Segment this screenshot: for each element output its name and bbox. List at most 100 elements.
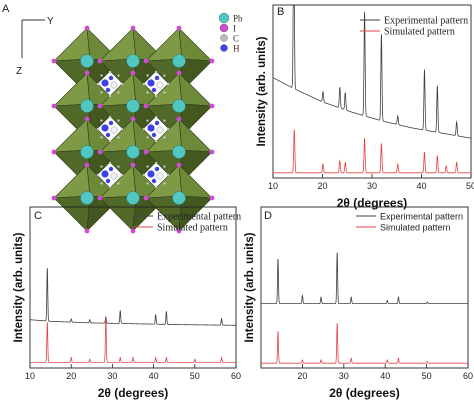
legend-label: Simulated pattern: [384, 27, 455, 38]
pb-atom: [126, 99, 140, 113]
i-atom: [97, 58, 103, 64]
y-axis-label: Intensity (arb. units): [244, 232, 256, 342]
pb-atom: [80, 191, 94, 205]
plot-frame: [29, 206, 237, 369]
axis-y-label: Y: [47, 16, 54, 27]
i-atom: [84, 162, 90, 168]
pb-atom: [172, 191, 186, 205]
x-tick-label: 20: [66, 371, 76, 381]
y-axis-label: Intensity (arb. units): [13, 232, 25, 342]
x-tick-label: 40: [149, 371, 159, 381]
panel-d-chart: D 20 30 40 50 60 2θ (degrees) Intensity (arb. …: [244, 206, 473, 400]
pb-atom: [172, 99, 186, 113]
n-atom: [147, 124, 155, 132]
i-atom: [143, 103, 149, 109]
x-tick-label: 40: [380, 371, 390, 381]
i-atom: [130, 25, 136, 31]
legend-atom-label: H: [233, 44, 240, 54]
i-atom: [176, 116, 182, 122]
i-atom: [176, 25, 182, 31]
i-atom: [84, 70, 90, 76]
legend-atom-icon: [220, 34, 228, 42]
x-tick-label: 50: [466, 181, 474, 191]
molecules-layer: [96, 70, 170, 189]
series-line: [261, 252, 468, 304]
c-atom: [110, 172, 118, 180]
octahedra-layer: [51, 25, 215, 234]
n-atom: [101, 170, 109, 178]
legend-atom-icon: [220, 44, 228, 52]
i-atom: [143, 149, 149, 155]
ma-molecule: [142, 161, 170, 189]
x-tick-label: 30: [339, 371, 349, 381]
axis-z-label: Z: [16, 66, 22, 77]
y-axis-label: Intensity (arb. units): [256, 36, 268, 146]
n-atom: [147, 79, 155, 87]
series-line: [29, 268, 236, 326]
n-atom: [147, 170, 155, 178]
panel-c-label: C: [34, 210, 42, 222]
pb-atom: [80, 145, 94, 159]
i-atom: [143, 58, 149, 64]
legend-label: Experimental pattern: [384, 16, 468, 27]
i-atom: [176, 70, 182, 76]
pb-atom: [172, 54, 186, 68]
x-tick-label: 30: [367, 181, 377, 191]
i-atom: [209, 58, 215, 64]
x-tick-label: 50: [422, 371, 432, 381]
c-atom: [156, 81, 164, 89]
i-atom: [130, 228, 136, 234]
legend-atom-icon: [219, 23, 229, 33]
i-atom: [176, 228, 182, 234]
ma-molecule: [96, 161, 124, 189]
x-axis-label: 2θ (degrees): [98, 386, 169, 400]
legend-label: Simulated pattern: [157, 223, 228, 234]
i-atom: [176, 162, 182, 168]
i-atom: [130, 116, 136, 122]
x-axis-label: 2θ (degrees): [329, 386, 400, 400]
panel-c-chart: C 10 20 30 40 50 60 2θ (degrees) Intensity (arb…: [13, 206, 241, 400]
c-atom: [156, 126, 164, 134]
pb-atom: [80, 54, 94, 68]
i-atom: [51, 103, 57, 109]
i-atom: [130, 70, 136, 76]
x-tick-label: 20: [297, 371, 307, 381]
i-atom: [51, 58, 57, 64]
i-atom: [209, 103, 215, 109]
series-line: [30, 317, 236, 363]
pb-atom: [126, 54, 140, 68]
x-tick-label: 50: [190, 371, 200, 381]
legend-label: Simulated pattern: [380, 223, 451, 233]
legend-atom-label: C: [233, 34, 239, 44]
pb-atom: [126, 145, 140, 159]
c-atom: [110, 81, 118, 89]
ma-molecule: [96, 115, 124, 143]
legend-label: Experimental pattern: [157, 212, 241, 223]
i-atom: [97, 195, 103, 201]
pb-atom: [80, 99, 94, 113]
n-atom: [101, 124, 109, 132]
i-atom: [84, 116, 90, 122]
series-line: [261, 323, 468, 364]
legend-atom-label: I: [233, 24, 236, 34]
panel-b-label: B: [277, 6, 284, 18]
series-line: [273, 129, 471, 174]
ma-molecule: [96, 70, 124, 98]
i-atom: [143, 195, 149, 201]
legend-label: Experimental pattern: [380, 212, 463, 222]
panel-b-chart: B 10 20 30 40 50 2θ (degrees) Intensity (arb. …: [256, 4, 474, 210]
x-tick-label: 60: [463, 371, 473, 381]
i-atom: [97, 103, 103, 109]
pb-atom: [172, 145, 186, 159]
i-atom: [209, 149, 215, 155]
x-tick-label: 20: [317, 181, 327, 191]
x-tick-label: 10: [268, 181, 278, 191]
i-atom: [84, 25, 90, 31]
pb-atom: [126, 191, 140, 205]
x-tick-label: 30: [107, 371, 117, 381]
c-atom: [156, 172, 164, 180]
i-atom: [130, 162, 136, 168]
